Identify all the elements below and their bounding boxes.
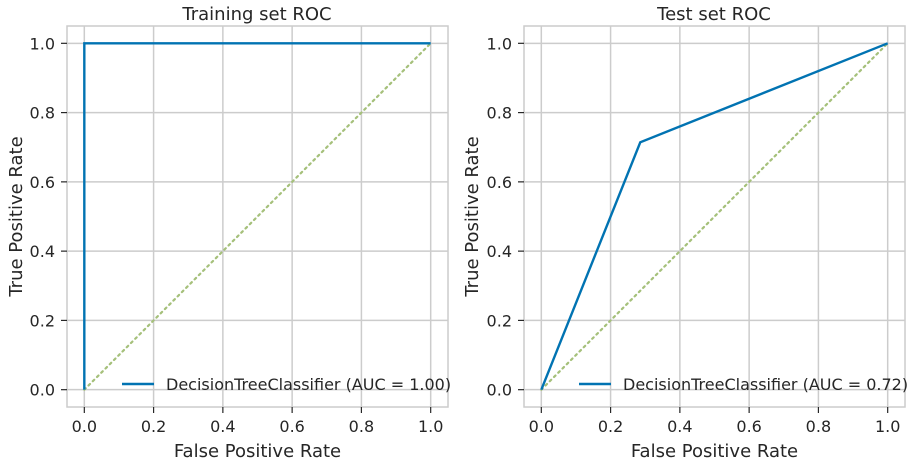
y-tick-label: 0.8 [487, 104, 512, 123]
y-axis-label: True Positive Rate [462, 136, 483, 297]
y-tick-label: 0.8 [30, 104, 55, 123]
roc-curve-line [83, 42, 431, 390]
axes-frame [523, 25, 906, 408]
x-tick-label: 0.4 [667, 417, 692, 436]
legend-label: DecisionTreeClassifier (AUC = 0.72) [623, 375, 908, 394]
y-tick-label: 0.0 [30, 381, 55, 400]
y-axis-label: True Positive Rate [6, 136, 27, 297]
chart-title: Test set ROC [656, 4, 771, 25]
chance-reference-line [83, 42, 432, 391]
y-tick-label: 0.0 [487, 381, 512, 400]
y-tick-label: 0.4 [30, 242, 55, 261]
y-tick-label: 0.4 [487, 242, 512, 261]
y-tick-label: 0.6 [487, 173, 512, 192]
legend: DecisionTreeClassifier (AUC = 0.72) [579, 375, 908, 394]
x-tick-label: 1.0 [875, 417, 900, 436]
x-axis-label: False Positive Rate [631, 441, 798, 462]
x-axis-label: False Positive Rate [174, 441, 341, 462]
y-tick-label: 0.2 [30, 311, 55, 330]
roc-curve-line [540, 42, 889, 391]
x-tick-label: 0.2 [598, 417, 623, 436]
legend: DecisionTreeClassifier (AUC = 1.00) [122, 375, 451, 394]
x-tick-label: 0.2 [141, 417, 166, 436]
y-tick-label: 1.0 [30, 34, 55, 53]
chance-reference-line [540, 42, 889, 391]
x-tick-label: 1.0 [418, 417, 443, 436]
axes-frame [66, 25, 449, 408]
y-tick-label: 1.0 [487, 34, 512, 53]
x-tick-label: 0.0 [72, 417, 97, 436]
x-tick-label: 0.8 [349, 417, 374, 436]
chart-panel-training: 0.0 0.2 0.4 0.6 0.8 1.0 0.0 0.2 0.4 0.6 0.8 1.0 Deci… [6, 4, 451, 462]
y-tick-label: 0.6 [30, 173, 55, 192]
chart-panel-test: 0.0 0.2 0.4 0.6 0.8 1.0 0.0 0.2 0.4 0.6 0.8 1.0 Deci… [462, 4, 908, 462]
x-tick-label: 0.8 [806, 417, 831, 436]
legend-label: DecisionTreeClassifier (AUC = 1.00) [166, 375, 451, 394]
y-tick-label: 0.2 [487, 311, 512, 330]
chart-title: Training set ROC [181, 4, 331, 25]
x-tick-label: 0.6 [736, 417, 761, 436]
x-tick-label: 0.6 [279, 417, 304, 436]
x-tick-label: 0.4 [210, 417, 235, 436]
x-tick-label: 0.0 [529, 417, 554, 436]
